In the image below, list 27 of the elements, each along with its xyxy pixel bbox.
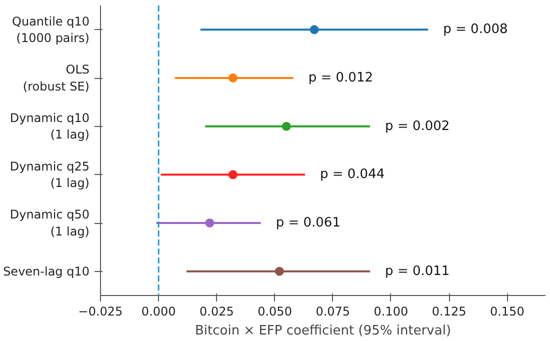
annotation: p = 0.008 (443, 22, 508, 38)
y-tick-label: Dynamic q50 (1 lag) (10, 208, 90, 238)
x-tick-label: 0.100 (374, 304, 408, 318)
annotation: p = 0.061 (276, 216, 340, 230)
annotation: p = 0.002 (385, 118, 450, 134)
y-tick-label: Dynamic q10 (1 lag) (10, 110, 90, 142)
y-tick-label: OLS (robust SE) (22, 62, 90, 94)
point (228, 74, 238, 82)
point (282, 122, 291, 131)
point (228, 170, 238, 180)
annotation: p = 0.011 (385, 264, 450, 279)
x-tick-label: 0.075 (316, 304, 350, 318)
x-tick-label: 0.150 (490, 304, 524, 318)
point (310, 25, 319, 34)
x-tick-label: 0.050 (258, 304, 292, 318)
y-tick-label: Seven-lag q10 (3, 264, 90, 278)
x-tick-label: −0.025 (78, 304, 123, 318)
x-tick-label: 0.125 (432, 304, 466, 318)
point (274, 266, 284, 276)
annotation: p = 0.044 (320, 167, 385, 182)
x-tick-label: 0.000 (141, 304, 176, 318)
y-tick-label: Quantile q10 (1000 pairs) (12, 14, 90, 46)
annotation: p = 0.012 (308, 70, 374, 86)
point (205, 218, 214, 228)
x-axis-title: Bitcoin × EFP coefficient (95% interval) (194, 324, 452, 338)
x-tick-label: 0.025 (200, 304, 234, 318)
y-tick-label: Dynamic q25 (1 lag) (10, 159, 90, 190)
